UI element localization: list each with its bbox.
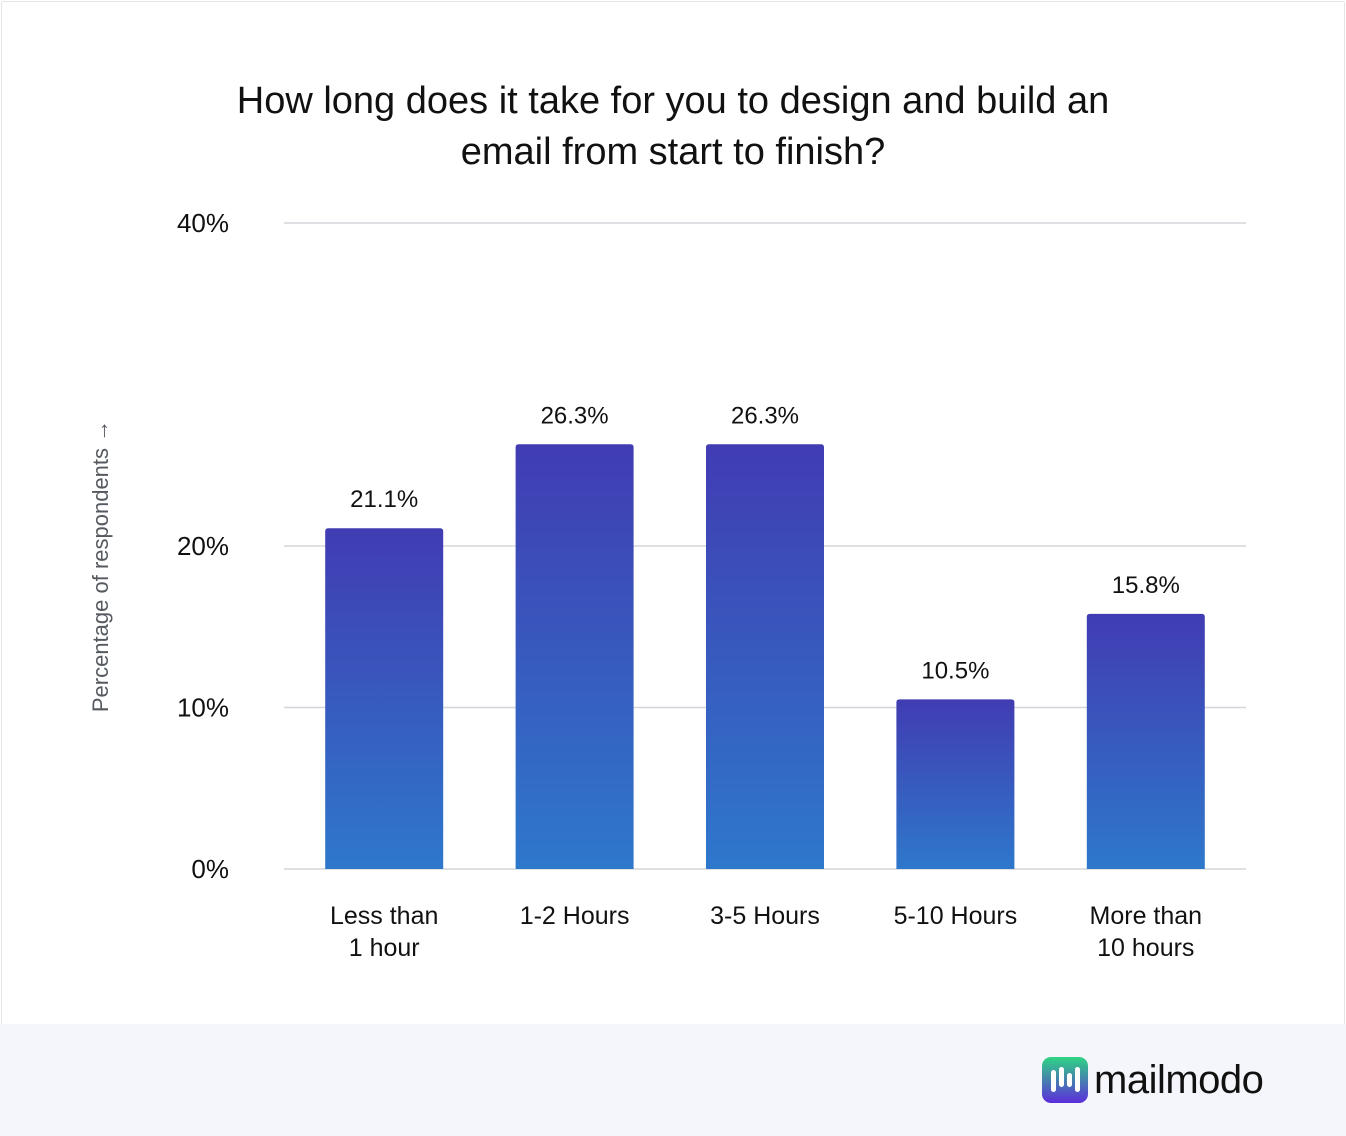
x-tick-label: More than 10 hours: [1090, 902, 1203, 962]
bar-value-label: 10.5%: [921, 657, 989, 684]
chart-title-line-2: email from start to finish?: [460, 131, 886, 173]
bar: [325, 528, 444, 869]
chart-title: How long does it take for you to design …: [0, 76, 1346, 178]
y-tick-label: 20%: [177, 531, 229, 561]
x-tick-label: Less than 1 hour: [330, 902, 438, 962]
mailmodo-logo: mailmodo: [1042, 1057, 1264, 1103]
chart-title-line-1: How long does it take for you to design …: [236, 80, 1110, 122]
x-tick-label-line: 10 hours: [1097, 934, 1194, 962]
y-tick-label: 0%: [191, 854, 229, 884]
bar: [706, 444, 824, 869]
bar-value-label: 26.3%: [541, 402, 609, 429]
y-tick-label: 10%: [177, 693, 229, 723]
bar-value-label: 26.3%: [731, 402, 799, 429]
footer-bar: [0, 1024, 1346, 1136]
x-tick-labels: Less than 1 hour 1-2 Hours 3-5 Hours 5-10 Ho…: [330, 902, 1202, 962]
bar-chart: 0% 10% 20% 40% 21.1% 26.3% 26.3% 10.5% 15.8% Le…: [177, 208, 1246, 962]
mailmodo-logo-icon: [1042, 1057, 1088, 1103]
bar-value-label: 15.8%: [1112, 572, 1180, 599]
x-tick-label: 1-2 Hours: [520, 902, 630, 930]
y-tick-labels: 0% 10% 20% 40%: [177, 208, 229, 884]
x-tick-label: 5-10 Hours: [894, 902, 1018, 930]
x-tick-label-line: Less than: [330, 902, 438, 930]
bar: [1086, 613, 1205, 869]
bars: [325, 444, 1205, 869]
bar: [515, 444, 634, 869]
brand-name: mailmodo: [1094, 1057, 1264, 1102]
y-tick-label: 40%: [177, 208, 229, 238]
x-tick-label-line: 1 hour: [349, 934, 420, 962]
bar: [896, 699, 1015, 869]
x-tick-label-line: More than: [1090, 902, 1203, 930]
value-labels: 21.1% 26.3% 26.3% 10.5% 15.8%: [350, 402, 1180, 684]
x-tick-label-line: 1-2 Hours: [520, 902, 630, 930]
x-tick-label-line: 5-10 Hours: [894, 902, 1018, 930]
x-tick-label: 3-5 Hours: [710, 902, 820, 930]
bar-value-label: 21.1%: [350, 486, 418, 513]
x-tick-label-line: 3-5 Hours: [710, 902, 820, 930]
